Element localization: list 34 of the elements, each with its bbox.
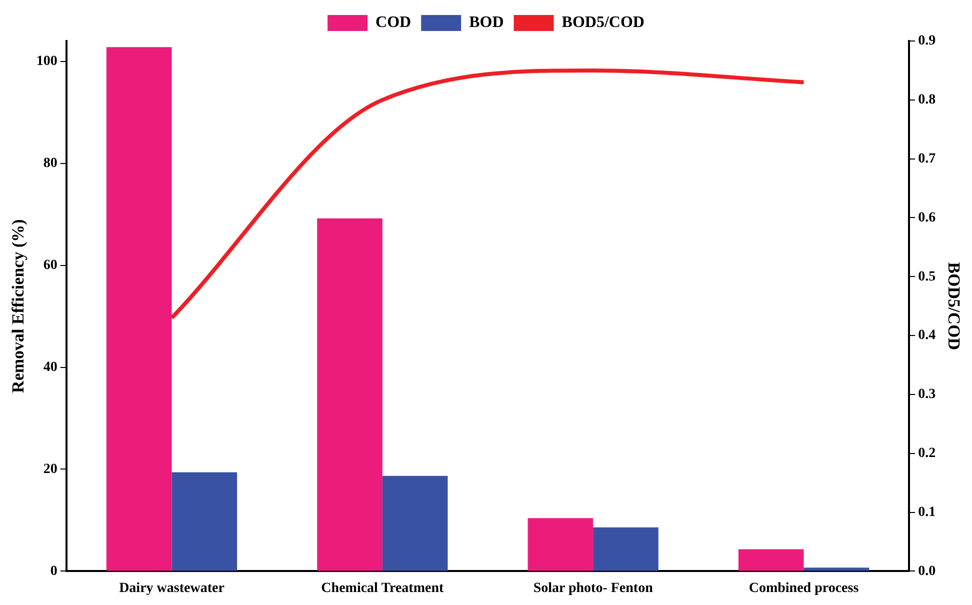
y2-tick-label: 0.5: [918, 269, 936, 284]
y2-tick-label: 0.6: [918, 210, 936, 226]
bar: [382, 476, 448, 571]
bar: [528, 518, 594, 571]
bar: [106, 47, 172, 571]
bar: [738, 549, 804, 571]
y2-tick-label: 0.7: [918, 151, 936, 166]
y2-tick-label: 0.3: [918, 387, 936, 402]
y2-tick-label: 0.9: [918, 34, 936, 49]
legend-label: BOD: [469, 14, 504, 32]
legend-label: BOD5/COD: [562, 14, 644, 32]
y-tick-label: 40: [43, 360, 58, 375]
x-tick-label: Chemical Treatment: [321, 581, 444, 596]
y2-tick-label: 0.8: [918, 92, 936, 108]
bar: [804, 568, 870, 571]
y2-tick-label: 0.4: [918, 328, 936, 344]
x-tick-label: Combined process: [748, 581, 860, 596]
y-tick-label: 20: [43, 462, 58, 477]
y-tick-label: 100: [36, 54, 58, 69]
y-tick-label: 80: [43, 156, 58, 171]
line-series: [170, 68, 806, 320]
x-tick-label: Solar photo- Fenton: [533, 581, 654, 596]
y-tick-label: 0: [50, 564, 58, 579]
y-axis-title: Removal Efficiency (%): [8, 219, 28, 393]
y-tick-label: 60: [43, 258, 58, 273]
bar: [593, 527, 658, 571]
legend-label: COD: [376, 14, 412, 32]
x-tick-label: Dairy wastewater: [119, 581, 224, 596]
bar: [317, 218, 382, 571]
bar: [172, 472, 238, 571]
y2-tick-label: 0.2: [918, 446, 936, 461]
y2-tick-label: 0.1: [918, 504, 936, 520]
y2-tick-label: 0.0: [918, 564, 936, 579]
y2-axis-title: BOD5/COD: [944, 262, 964, 350]
